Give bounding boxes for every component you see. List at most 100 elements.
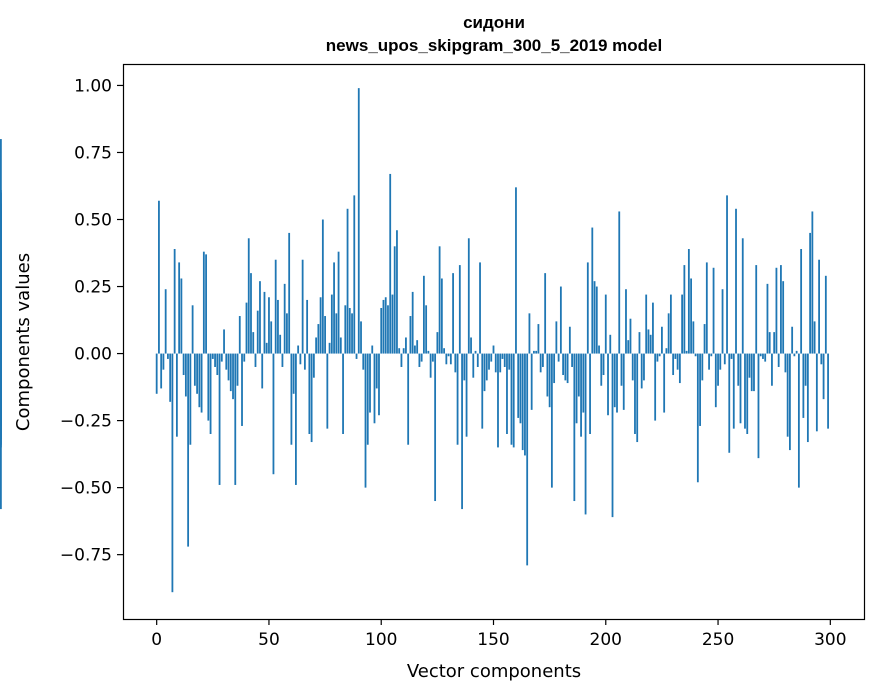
bar	[533, 350, 535, 354]
bar	[537, 324, 540, 354]
bar	[802, 353, 805, 418]
bar	[609, 334, 612, 354]
bar	[184, 353, 187, 397]
bar	[169, 353, 172, 402]
bar	[211, 353, 214, 359]
bar	[557, 353, 560, 362]
bar	[281, 353, 284, 367]
bar	[735, 208, 737, 354]
bar	[566, 353, 569, 384]
bar	[319, 297, 322, 354]
bar	[261, 353, 264, 389]
bar	[315, 337, 318, 354]
bar	[173, 249, 176, 354]
bar	[546, 353, 549, 397]
bar	[297, 345, 300, 354]
bar	[429, 353, 432, 378]
bar	[732, 353, 735, 429]
bar	[526, 353, 529, 566]
bar	[515, 187, 517, 354]
y-tick-label: −0.75	[60, 546, 112, 566]
y-tick-label: 0.50	[74, 211, 112, 231]
bar	[611, 353, 614, 518]
bar	[0, 326, 2, 354]
bar	[299, 353, 302, 365]
bar	[620, 353, 623, 386]
bar	[678, 353, 681, 384]
bar	[575, 353, 578, 424]
bar	[456, 353, 459, 445]
bar	[380, 307, 383, 354]
bar	[481, 353, 484, 429]
bar	[616, 353, 618, 413]
bar	[640, 353, 643, 389]
bar	[786, 353, 789, 437]
bar	[389, 173, 392, 354]
bar	[809, 232, 812, 354]
bar	[685, 350, 688, 354]
bar	[647, 329, 650, 354]
bar	[396, 230, 398, 354]
bar	[158, 200, 160, 354]
bar	[739, 353, 742, 424]
bar	[458, 265, 461, 354]
bar	[782, 281, 785, 354]
chart-subtitle: news_upos_skipgram_300_5_2019 model	[326, 36, 662, 55]
bar	[730, 353, 733, 359]
bar	[501, 353, 504, 359]
bar	[301, 259, 304, 354]
bar	[164, 289, 167, 354]
bar	[708, 353, 710, 370]
bar	[824, 275, 827, 354]
bar	[290, 353, 293, 445]
bar	[250, 273, 252, 354]
bar	[308, 353, 311, 434]
x-tick-label: 50	[258, 630, 280, 650]
bar	[218, 353, 221, 485]
bar	[510, 353, 513, 445]
bar	[344, 305, 347, 354]
bar	[382, 299, 385, 354]
bar	[564, 353, 567, 381]
bar	[797, 353, 800, 488]
bar	[582, 353, 585, 413]
bar	[638, 332, 641, 354]
bar	[748, 353, 751, 378]
bar	[247, 238, 250, 354]
bar	[589, 353, 591, 434]
bar	[795, 350, 798, 354]
bar	[191, 305, 194, 354]
bar	[362, 353, 365, 370]
bar	[591, 227, 594, 354]
bar	[654, 353, 657, 421]
bar	[454, 353, 457, 373]
bar	[488, 353, 490, 370]
bar	[492, 345, 495, 354]
bar	[586, 262, 589, 354]
bar	[317, 324, 320, 354]
bar	[227, 353, 230, 381]
bar	[524, 353, 526, 456]
bar	[400, 353, 403, 367]
bar	[687, 249, 690, 354]
bar	[618, 211, 621, 354]
bar	[384, 297, 387, 354]
bar	[167, 353, 169, 359]
bars-group	[0, 88, 829, 593]
bar	[440, 278, 443, 354]
bar	[604, 294, 607, 354]
bar	[818, 259, 820, 354]
bar	[701, 353, 704, 381]
bar	[544, 273, 547, 354]
bar	[559, 286, 562, 354]
bar	[193, 353, 196, 386]
bar	[553, 353, 556, 384]
bar	[499, 353, 502, 373]
bar	[539, 353, 542, 373]
bar	[766, 283, 769, 354]
bar	[292, 353, 295, 394]
y-axis-label: Components values	[13, 253, 34, 431]
bar	[288, 232, 291, 354]
bar	[584, 353, 587, 515]
bar	[483, 353, 486, 392]
